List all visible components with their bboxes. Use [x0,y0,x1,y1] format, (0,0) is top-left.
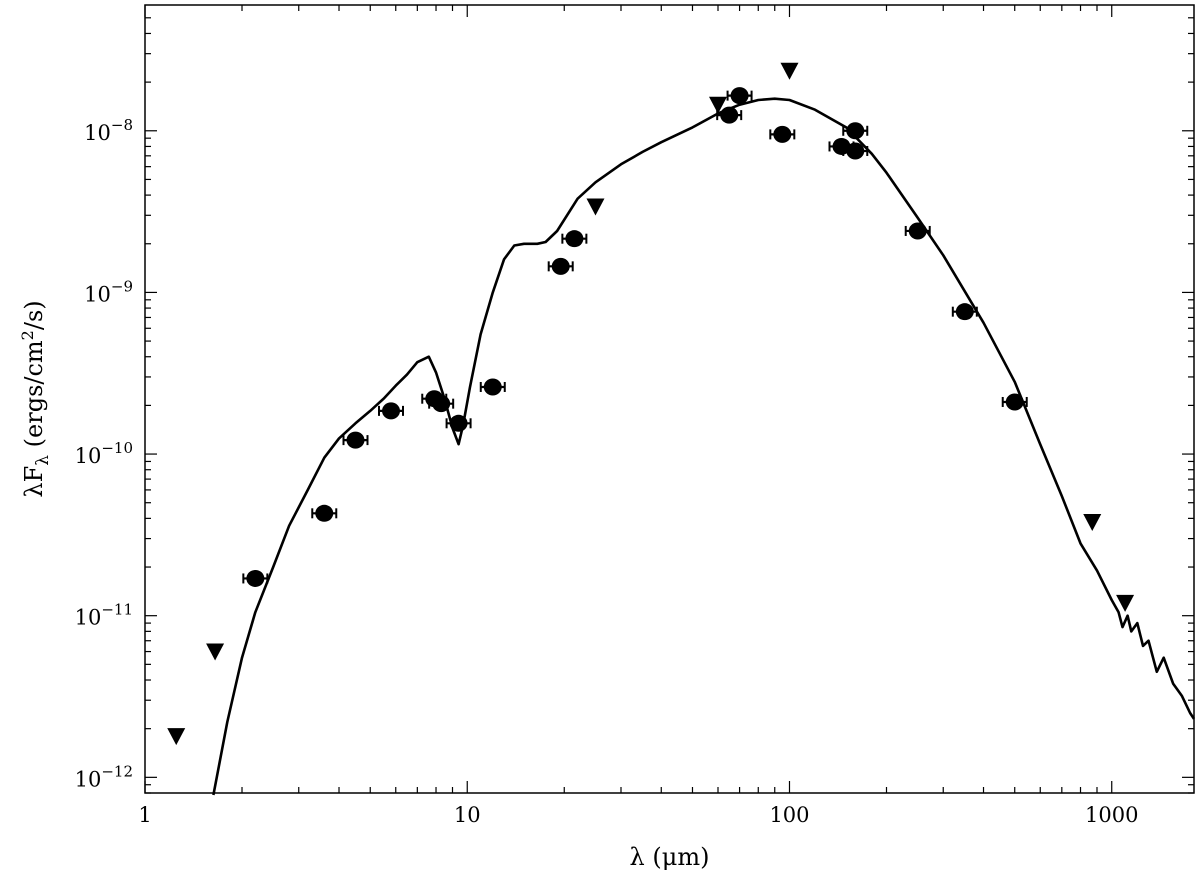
upper-limit-points [167,62,1135,746]
axis-ticks [144,5,1194,794]
point-marker [565,230,584,248]
data-point [716,106,743,124]
x-tick-label: 100 [769,803,809,827]
y-tick-label: 10−11 [75,601,133,630]
data-point [726,87,753,105]
upper-limit-marker [1083,513,1102,531]
upper-limit-marker [1116,594,1135,612]
data-point [378,402,405,420]
upper-limit-marker [709,96,728,114]
data-point [904,222,931,240]
point-marker [773,125,792,143]
detection-points [242,87,1028,587]
data-point [428,395,455,413]
plot-frame [144,4,1195,794]
data-point [479,378,506,396]
y-tick-labels: 10−12 10−11 10−10 10−9 10−8 [75,116,133,792]
upper-limit-marker [780,62,799,80]
y-axis-label: λFλ (ergs/cm2/s) [18,300,53,497]
point-marker [720,106,739,124]
data-point [342,431,369,449]
x-tick-label: 10 [454,803,481,827]
point-marker [955,303,974,321]
y-tick-label: 10−10 [75,439,133,468]
point-marker [382,402,401,420]
point-marker [1005,393,1024,411]
point-marker [730,87,749,105]
point-marker [449,414,468,432]
point-marker [346,431,365,449]
point-marker [846,122,865,140]
data-point [311,504,338,522]
data-point [1001,393,1028,411]
data-point [547,257,574,275]
y-tick-label: 10−9 [84,277,133,306]
data-point [769,125,796,143]
point-marker [551,257,570,275]
point-marker [846,142,865,160]
x-axis-label: λ (μm) [630,843,710,871]
y-axis-label-main: λF [20,466,48,498]
y-tick-label: 10−8 [84,116,133,145]
x-tick-labels: 1 10 100 1000 [138,803,1138,827]
y-tick-label: 10−12 [75,762,133,791]
y-axis-label-units-sup: 2 [18,330,37,340]
data-point [242,569,269,587]
y-axis-label-units-post: /s) [20,300,48,330]
x-tick-label: 1000 [1085,803,1138,827]
data-point [561,230,588,248]
point-marker [246,569,265,587]
upper-limit-marker [586,198,605,216]
data-point [842,122,869,140]
upper-limit-marker [206,643,225,661]
model-curve [212,97,1196,796]
data-point [951,303,978,321]
point-marker [432,395,451,413]
y-axis-label-sub: λ [33,455,53,466]
point-marker [315,504,334,522]
x-tick-label: 1 [138,803,151,827]
data-point [842,142,869,160]
point-marker [483,378,502,396]
point-marker [908,222,927,240]
y-axis-label-units: (ergs/cm [20,340,48,447]
upper-limit-marker [167,728,186,746]
data-point [445,414,472,432]
